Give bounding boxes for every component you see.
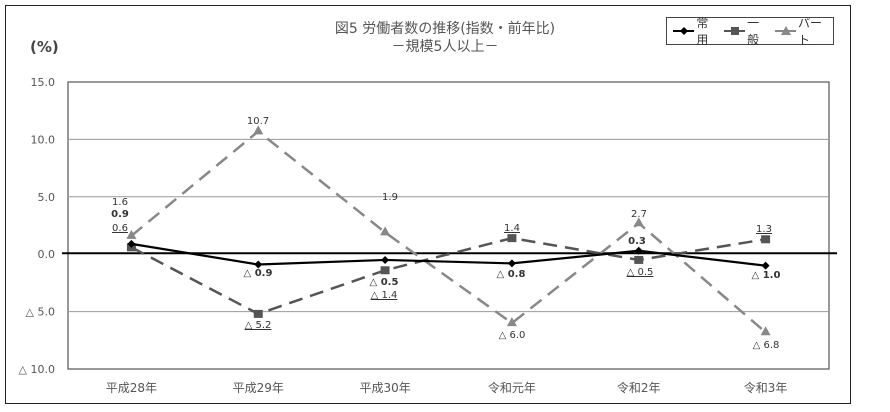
y-tick-label: 15.0 [31, 76, 56, 89]
legend-label: 一般 [747, 16, 760, 47]
data-point-triangle [633, 217, 644, 227]
data-point-diamond [634, 246, 643, 255]
data-label: △ 6.8 [753, 340, 780, 351]
plot-border [67, 81, 830, 370]
data-point-square [253, 309, 263, 318]
data-point-triangle [253, 125, 264, 135]
y-tick-label: △ 5.0 [26, 306, 55, 319]
data-label: △ 0.8 [497, 269, 526, 280]
data-point-diamond [127, 239, 136, 248]
legend-item-part: パート [774, 14, 833, 48]
data-point-triangle [760, 326, 771, 336]
chart-title-line1: 図5 労働者数の推移(指数・前年比) [334, 21, 556, 37]
data-label: 2.7 [631, 209, 647, 220]
data-label: 0.6 [112, 223, 128, 234]
legend-label: パート [797, 16, 822, 47]
y-tick-label: △ 10.0 [19, 363, 55, 376]
data-label: 1.3 [756, 224, 772, 235]
data-point-triangle [126, 229, 137, 239]
data-label: △ 0.9 [244, 268, 273, 279]
y-tick-label: 5.0 [38, 191, 56, 204]
x-tick-label: 令和元年 [488, 380, 536, 395]
chart-frame [5, 5, 851, 404]
x-tick-label: 平成28年 [106, 381, 157, 395]
series-line-1 [130, 236, 766, 316]
data-point-diamond [254, 260, 263, 269]
series-line-0 [131, 242, 766, 267]
chart-title: 図5 労働者数の推移(指数・前年比) －規模5人以上－ [0, 20, 890, 56]
data-label: 1.6 [112, 197, 128, 208]
legend-label: 常用 [696, 16, 709, 47]
y-tick-label: 10.0 [31, 133, 56, 146]
data-point-diamond [507, 259, 516, 268]
data-point-diamond [761, 261, 770, 270]
data-label: △ 6.0 [499, 330, 526, 341]
square-marker-icon [723, 27, 746, 35]
x-tick-label: 平成30年 [359, 381, 410, 395]
data-point-triangle [506, 317, 517, 327]
data-point-diamond [381, 255, 390, 264]
data-label: △ 5.2 [245, 320, 272, 331]
y-axis-unit: (%) [30, 38, 59, 56]
data-label: 0.3 [628, 236, 646, 247]
x-tick-label: 令和3年 [744, 380, 788, 395]
data-point-square [380, 266, 390, 275]
data-point-square [507, 234, 517, 243]
data-label: △ 0.5 [370, 277, 399, 288]
series-line-2 [130, 129, 767, 334]
chart-subtitle: －規模5人以上－ [391, 39, 499, 55]
data-label: 0.9 [111, 209, 129, 220]
triangle-marker-icon [774, 26, 796, 35]
data-label: △ 0.5 [627, 267, 654, 278]
data-label: 1.9 [382, 192, 398, 203]
legend-item-ippan: 一般 [723, 14, 771, 48]
data-point-square [761, 235, 771, 244]
legend-item-joyo: 常用 [673, 14, 720, 48]
data-label: 1.4 [504, 223, 520, 234]
data-point-triangle [380, 226, 391, 236]
data-label: △ 1.0 [752, 270, 781, 281]
x-tick-label: 令和2年 [617, 380, 661, 395]
y-tick-label: 0.0 [38, 248, 56, 261]
legend: 常用 一般 パート [666, 14, 834, 48]
x-tick-label: 平成29年 [233, 381, 284, 395]
diamond-marker-icon [673, 27, 695, 35]
data-label: △ 1.4 [371, 290, 398, 301]
data-label: 10.7 [247, 116, 269, 127]
data-point-square [634, 255, 644, 264]
